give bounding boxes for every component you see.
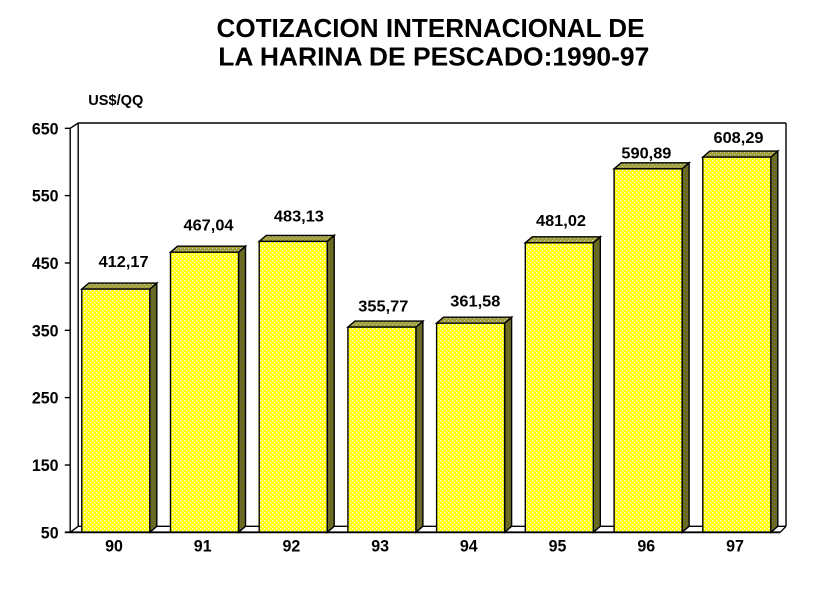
svg-text:350: 350 [32, 321, 59, 340]
svg-text:412,17: 412,17 [99, 254, 149, 271]
svg-text:481,02: 481,02 [536, 213, 586, 230]
svg-text:92: 92 [283, 537, 301, 556]
svg-text:590,89: 590,89 [621, 145, 671, 162]
svg-text:250: 250 [32, 389, 59, 408]
svg-text:550: 550 [32, 187, 59, 206]
svg-text:96: 96 [637, 537, 655, 556]
svg-text:650: 650 [32, 119, 59, 138]
svg-text:95: 95 [549, 537, 567, 556]
svg-text:361,58: 361,58 [450, 293, 500, 310]
svg-text:467,04: 467,04 [184, 217, 234, 234]
svg-text:97: 97 [726, 537, 744, 556]
svg-text:450: 450 [32, 254, 59, 273]
svg-text:91: 91 [194, 537, 212, 556]
svg-text:150: 150 [32, 456, 59, 475]
svg-text:LA HARINA DE PESCADO:1990-97: LA HARINA DE PESCADO:1990-97 [218, 41, 649, 71]
svg-text:COTIZACION INTERNACIONAL DE: COTIZACION INTERNACIONAL DE [217, 13, 645, 43]
svg-text:US$/QQ: US$/QQ [88, 92, 143, 109]
svg-text:355,77: 355,77 [358, 298, 408, 315]
svg-text:90: 90 [105, 537, 123, 556]
svg-text:93: 93 [371, 537, 389, 556]
svg-text:608,29: 608,29 [714, 130, 764, 147]
svg-text:94: 94 [460, 537, 478, 556]
svg-text:50: 50 [41, 523, 59, 542]
svg-text:483,13: 483,13 [274, 208, 324, 225]
